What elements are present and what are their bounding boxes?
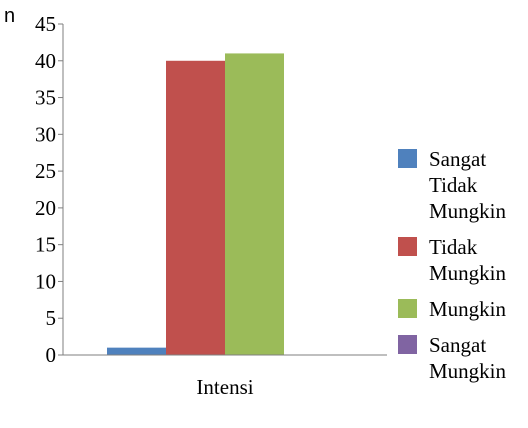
legend-label: Mungkin: [429, 297, 507, 321]
y-tick-label: 40: [35, 49, 56, 73]
y-tick-label: 25: [35, 159, 56, 183]
legend-item: Mungkin: [398, 297, 507, 321]
legend-item: Sangat Tidak Mungkin: [398, 147, 507, 223]
y-tick-label: 20: [35, 196, 56, 220]
legend-item: Sangat Mungkin: [398, 333, 507, 383]
y-tick-label: 35: [35, 86, 56, 110]
y-axis-label: n: [4, 5, 15, 27]
bar-mungkin: [225, 53, 284, 356]
bar-tidak-mungkin: [166, 60, 225, 356]
legend-item: Tidak Mungkin: [398, 235, 507, 285]
legend-label: Sangat Mungkin: [429, 333, 507, 383]
legend-label: Sangat Tidak Mungkin: [429, 147, 507, 223]
bar-sangat-tidak-mungkin: [107, 347, 166, 355]
y-axis-ticks: 0 5 10 15 20 25 30 35 40 45: [35, 12, 63, 367]
legend: Sangat Tidak Mungkin Tidak Mungkin Mungkin San…: [398, 147, 507, 383]
bars: [107, 53, 284, 356]
legend-swatch: [398, 237, 417, 256]
y-tick-label: 45: [35, 12, 56, 36]
y-tick-label: 30: [35, 122, 56, 146]
legend-swatch: [398, 335, 417, 354]
legend-label: Tidak Mungkin: [429, 235, 507, 285]
y-tick-label: 10: [35, 269, 56, 293]
x-category-label: Intensi: [196, 375, 253, 399]
legend-swatch: [398, 299, 417, 318]
y-tick-label: 0: [46, 343, 57, 367]
legend-swatch: [398, 149, 417, 168]
x-axis-categories: Intensi: [196, 375, 253, 399]
y-tick-label: 5: [46, 306, 57, 330]
y-tick-label: 15: [35, 233, 56, 257]
